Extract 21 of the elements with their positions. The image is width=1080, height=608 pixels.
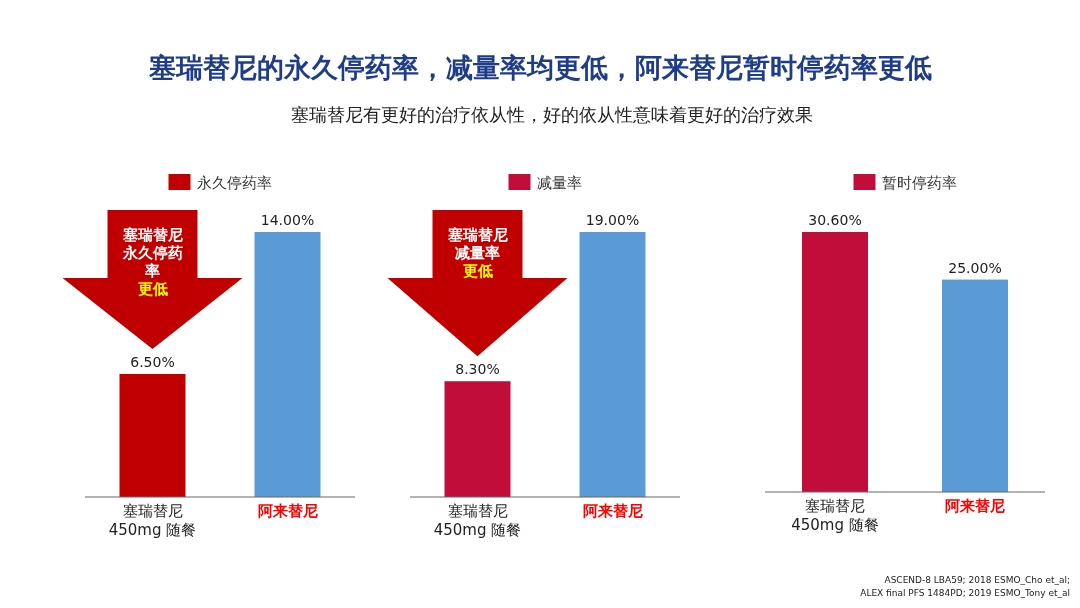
text: ASCEND-8 LBA59; 2018 ESMO_Cho et_al; xyxy=(884,575,1070,585)
data-label: 8.30% xyxy=(455,361,500,378)
annotation: 塞瑞替尼永久停药率更低 xyxy=(121,226,183,298)
annotation: 塞瑞替尼减量率更低 xyxy=(446,226,508,280)
data-label: 14.00% xyxy=(260,212,315,228)
legend-label: 减量率 xyxy=(536,174,582,192)
x-tick-label: 塞瑞替尼 450mg 随餐 xyxy=(433,502,522,539)
data-label: 6.50% xyxy=(130,353,175,370)
text: ALEX final PFS 1484PD; 2019 ESMO_Tony et_al xyxy=(860,588,1070,598)
x-tick-label: 阿来替尼 xyxy=(257,502,318,520)
data-label: 19.00% xyxy=(585,212,640,228)
x-tick-label: 塞瑞替尼 450mg 随餐 xyxy=(108,502,197,539)
legend-label: 永久停药率 xyxy=(196,174,272,192)
x-tick-label: 塞瑞替尼 450mg 随餐 xyxy=(791,497,879,534)
data-label: 25.00% xyxy=(948,259,1002,276)
data-label: 30.60% xyxy=(808,212,862,228)
x-tick-label: 阿来替尼 xyxy=(945,497,1005,515)
x-tick-label: 阿来替尼 xyxy=(582,502,643,520)
legend-label: 暂时停药率 xyxy=(881,174,957,192)
text: 塞瑞替尼有更好的治疗依从性，好的依从性意味着更好的治疗效果 xyxy=(291,104,813,125)
text: 塞瑞替尼的永久停药率，减量率均更低，阿来替尼暂时停药率更低 xyxy=(147,52,932,83)
